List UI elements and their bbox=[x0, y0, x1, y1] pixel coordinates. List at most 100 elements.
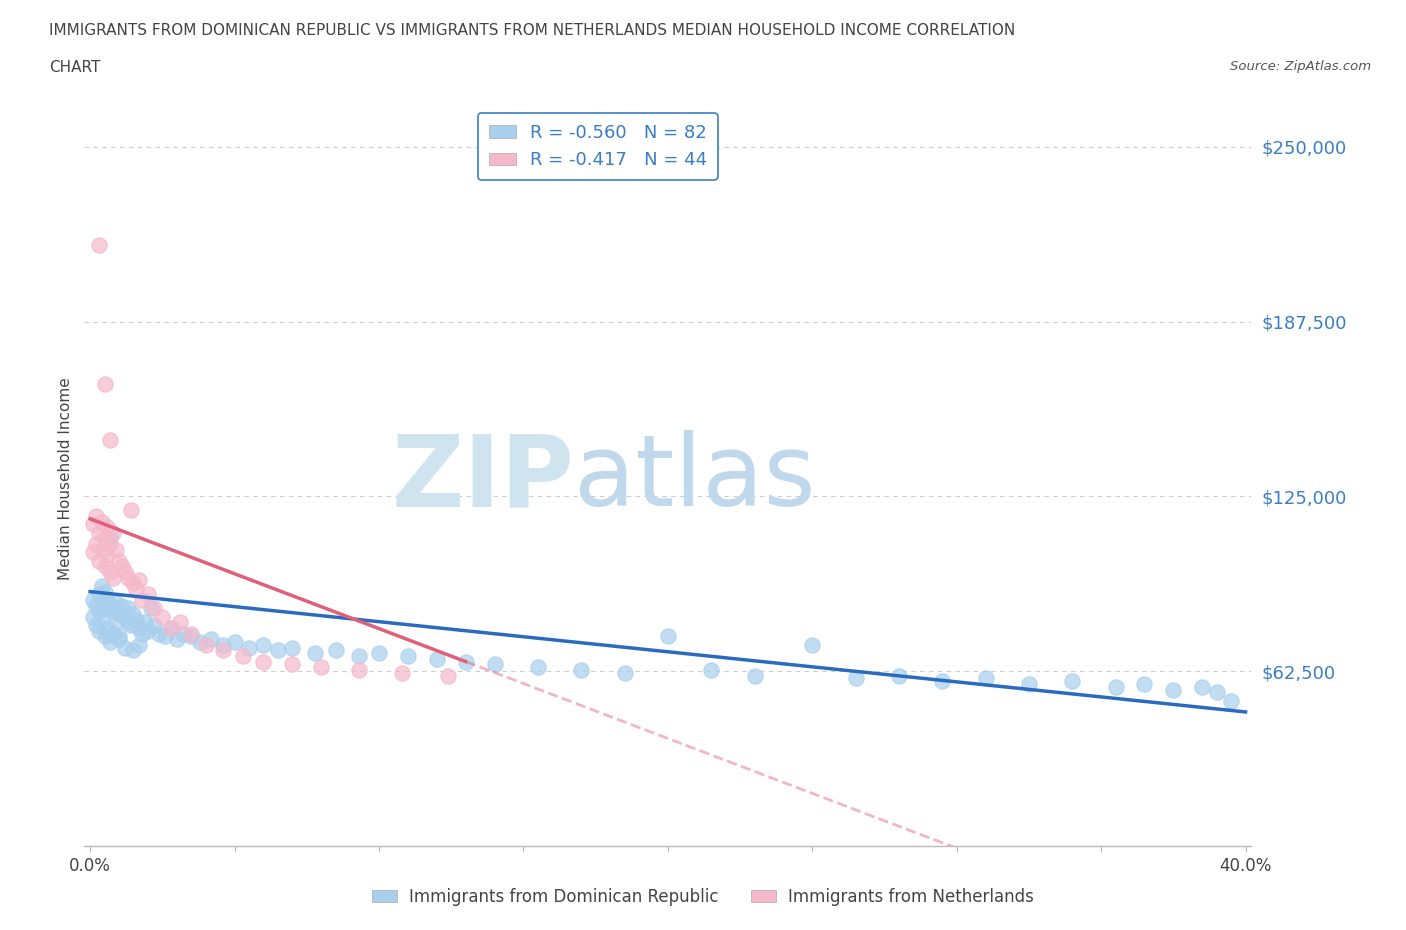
Point bbox=[887, 668, 910, 683]
Point bbox=[180, 626, 202, 641]
Point bbox=[391, 665, 413, 680]
Point bbox=[98, 598, 121, 613]
Y-axis label: Median Household Income: Median Household Income bbox=[58, 378, 73, 580]
Point bbox=[84, 598, 107, 613]
Point bbox=[105, 595, 128, 610]
Point bbox=[128, 573, 150, 588]
Point bbox=[657, 629, 679, 644]
Point bbox=[93, 601, 115, 616]
Point bbox=[82, 545, 104, 560]
Point bbox=[128, 620, 150, 635]
Point bbox=[454, 654, 477, 669]
Point bbox=[1220, 694, 1243, 709]
Point bbox=[122, 606, 145, 621]
Point bbox=[700, 662, 723, 677]
Point bbox=[131, 592, 153, 607]
Point bbox=[87, 237, 110, 252]
Point bbox=[931, 673, 953, 688]
Point bbox=[117, 601, 139, 616]
Point bbox=[105, 615, 128, 630]
Point bbox=[93, 559, 115, 574]
Point bbox=[845, 671, 868, 685]
Point bbox=[82, 517, 104, 532]
Point bbox=[125, 581, 148, 596]
Point bbox=[142, 618, 165, 632]
Point bbox=[82, 592, 104, 607]
Point bbox=[1163, 682, 1185, 697]
Point bbox=[232, 648, 254, 663]
Point bbox=[134, 615, 156, 630]
Point bbox=[128, 637, 150, 652]
Point bbox=[613, 665, 636, 680]
Point bbox=[172, 626, 194, 641]
Point bbox=[160, 620, 183, 635]
Point bbox=[426, 651, 449, 666]
Text: atlas: atlas bbox=[575, 431, 815, 527]
Point bbox=[125, 612, 148, 627]
Point bbox=[224, 634, 246, 649]
Point bbox=[93, 584, 115, 599]
Point bbox=[569, 662, 592, 677]
Point bbox=[90, 595, 112, 610]
Point bbox=[111, 598, 134, 613]
Point bbox=[974, 671, 997, 685]
Point bbox=[87, 587, 110, 602]
Point bbox=[347, 648, 370, 663]
Point bbox=[142, 601, 165, 616]
Point bbox=[84, 618, 107, 632]
Point bbox=[87, 604, 110, 618]
Point bbox=[93, 377, 115, 392]
Point bbox=[1018, 676, 1040, 691]
Point bbox=[131, 626, 153, 641]
Point bbox=[108, 553, 131, 568]
Point bbox=[281, 657, 304, 671]
Point bbox=[90, 542, 112, 557]
Point bbox=[93, 629, 115, 644]
Point bbox=[122, 643, 145, 658]
Point bbox=[82, 609, 104, 624]
Point bbox=[801, 637, 824, 652]
Point bbox=[160, 620, 183, 635]
Point bbox=[200, 631, 222, 646]
Point bbox=[194, 637, 217, 652]
Legend: R = -0.560   N = 82, R = -0.417   N = 44: R = -0.560 N = 82, R = -0.417 N = 44 bbox=[478, 113, 718, 180]
Point bbox=[347, 662, 370, 677]
Point bbox=[117, 615, 139, 630]
Point bbox=[325, 643, 347, 658]
Point bbox=[103, 570, 125, 585]
Point bbox=[368, 645, 391, 660]
Text: Source: ZipAtlas.com: Source: ZipAtlas.com bbox=[1230, 60, 1371, 73]
Point bbox=[150, 609, 173, 624]
Point bbox=[166, 631, 188, 646]
Point bbox=[108, 606, 131, 621]
Point bbox=[114, 565, 136, 579]
Point bbox=[93, 531, 115, 546]
Point bbox=[169, 615, 191, 630]
Point bbox=[304, 645, 326, 660]
Point bbox=[238, 640, 260, 655]
Point bbox=[437, 668, 460, 683]
Point bbox=[212, 637, 235, 652]
Point bbox=[252, 637, 274, 652]
Point bbox=[744, 668, 766, 683]
Point bbox=[84, 509, 107, 524]
Point bbox=[1062, 673, 1084, 688]
Point bbox=[87, 553, 110, 568]
Point bbox=[111, 559, 134, 574]
Point bbox=[252, 654, 274, 669]
Point bbox=[108, 629, 131, 644]
Point bbox=[90, 578, 112, 593]
Point bbox=[1104, 679, 1126, 694]
Text: ZIP: ZIP bbox=[392, 431, 575, 527]
Point bbox=[120, 618, 142, 632]
Point bbox=[309, 659, 332, 674]
Point bbox=[1133, 676, 1156, 691]
Text: CHART: CHART bbox=[49, 60, 101, 75]
Point bbox=[180, 629, 202, 644]
Point bbox=[98, 531, 121, 546]
Point bbox=[122, 576, 145, 591]
Legend: Immigrants from Dominican Republic, Immigrants from Netherlands: Immigrants from Dominican Republic, Immi… bbox=[366, 881, 1040, 912]
Point bbox=[96, 620, 118, 635]
Point bbox=[98, 634, 121, 649]
Point bbox=[527, 659, 550, 674]
